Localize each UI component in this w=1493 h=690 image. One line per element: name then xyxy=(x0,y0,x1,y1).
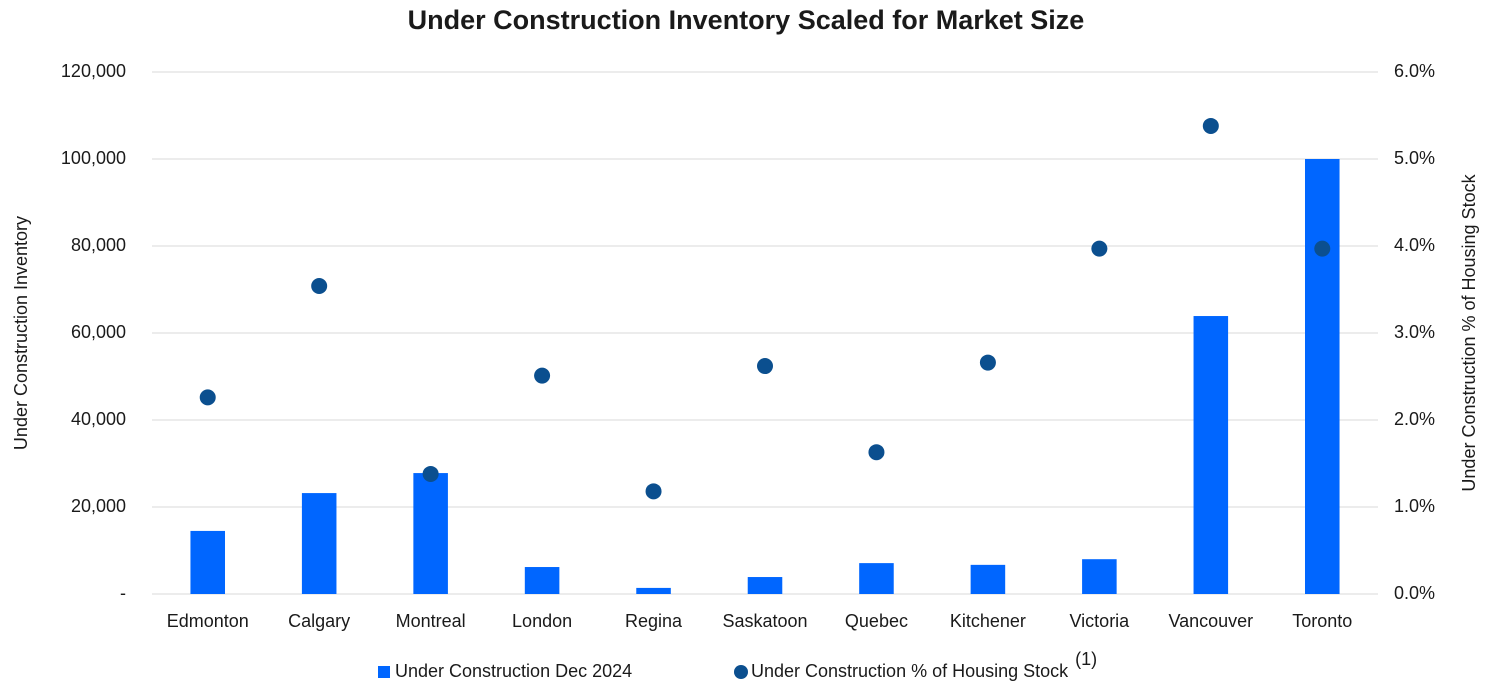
y-tick-label: 100,000 xyxy=(61,148,126,168)
legend-label: Under Construction % of Housing Stock xyxy=(751,661,1069,681)
chart-title: Under Construction Inventory Scaled for … xyxy=(408,5,1085,35)
y2-tick-label: 4.0% xyxy=(1394,235,1435,255)
x-tick-label: Montreal xyxy=(396,611,466,631)
x-tick-label: Saskatoon xyxy=(722,611,807,631)
y2-tick-label: 5.0% xyxy=(1394,148,1435,168)
bar xyxy=(636,587,671,594)
legend-label: Under Construction Dec 2024 xyxy=(395,661,632,681)
y2-tick-label: 1.0% xyxy=(1394,496,1435,516)
dot xyxy=(311,278,328,295)
dot xyxy=(1202,117,1219,134)
y2-tick-label: 3.0% xyxy=(1394,322,1435,342)
bar xyxy=(1304,159,1340,594)
bar xyxy=(301,493,337,594)
legend-swatch xyxy=(734,665,748,679)
x-tick-label: Calgary xyxy=(288,611,350,631)
bar xyxy=(1193,316,1229,594)
x-tick-label: Edmonton xyxy=(167,611,249,631)
x-tick-label: Quebec xyxy=(845,611,908,631)
y2-axis-label: Under Construction % of Housing Stock xyxy=(1459,173,1479,491)
dot xyxy=(534,367,551,384)
bar xyxy=(413,473,448,594)
y-tick-label: 80,000 xyxy=(71,235,126,255)
legend-swatch xyxy=(378,666,390,678)
x-tick-label: Vancouver xyxy=(1168,611,1253,631)
dot xyxy=(1091,240,1108,257)
y-tick-label: - xyxy=(120,583,126,603)
y2-tick-label: 0.0% xyxy=(1394,583,1435,603)
x-tick-label: Regina xyxy=(625,611,683,631)
y2-tick-label: 6.0% xyxy=(1394,61,1435,81)
y-axis-label: Under Construction Inventory xyxy=(11,216,31,450)
bar xyxy=(524,567,560,594)
dot xyxy=(645,483,662,500)
y-tick-label: 60,000 xyxy=(71,322,126,342)
bar xyxy=(970,564,1006,594)
bar xyxy=(1082,559,1117,594)
dot xyxy=(422,465,439,482)
bar xyxy=(190,530,226,594)
dot xyxy=(199,389,216,406)
dot xyxy=(1314,240,1331,257)
y2-tick-label: 2.0% xyxy=(1394,409,1435,429)
dot xyxy=(979,354,996,371)
dot xyxy=(868,444,885,461)
legend-superscript: (1) xyxy=(1075,649,1097,669)
dot xyxy=(757,358,773,375)
x-tick-label: Toronto xyxy=(1292,611,1352,631)
x-tick-label: Victoria xyxy=(1070,611,1131,631)
x-tick-label: Kitchener xyxy=(950,611,1026,631)
y-tick-label: 40,000 xyxy=(71,409,126,429)
y-tick-label: 20,000 xyxy=(71,496,126,516)
x-tick-label: London xyxy=(512,611,572,631)
bar xyxy=(747,577,783,594)
bar xyxy=(859,563,894,594)
y-tick-label: 120,000 xyxy=(61,61,126,81)
